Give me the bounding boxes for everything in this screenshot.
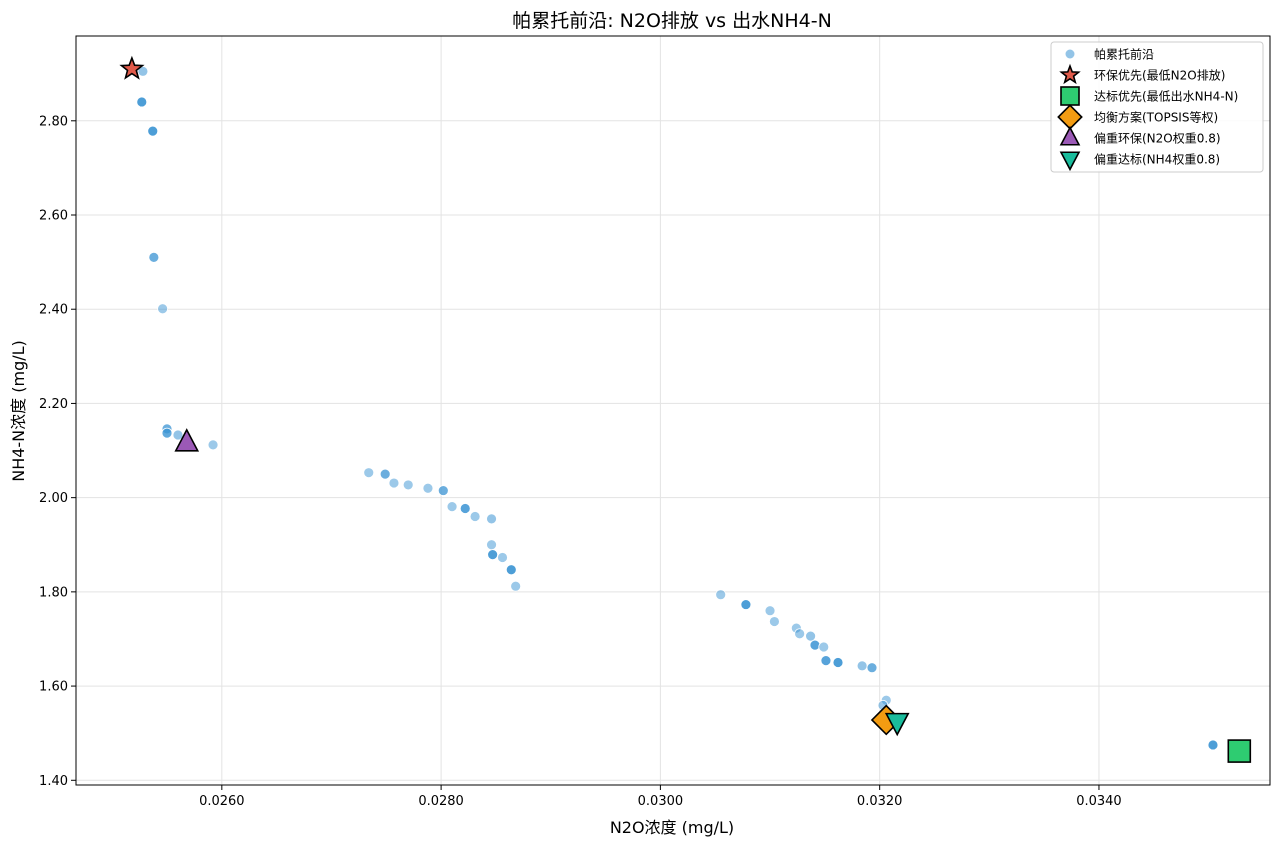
pareto-point — [794, 628, 806, 640]
pareto-point — [715, 589, 727, 601]
x-tick-label: 0.0280 — [418, 794, 464, 809]
pareto-point — [402, 479, 414, 491]
pareto-point — [137, 65, 149, 77]
pareto-point — [820, 655, 832, 667]
pareto-point — [1207, 739, 1219, 751]
pareto-point — [487, 549, 499, 561]
pareto-point — [136, 96, 148, 108]
legend-marker-star — [1059, 63, 1081, 85]
chart-title: 帕累托前沿: N2O排放 vs 出水NH4-N — [512, 10, 832, 32]
pareto-point — [379, 468, 391, 480]
special-markers — [119, 55, 1252, 763]
pareto-point — [147, 125, 159, 137]
legend-label: 帕累托前沿 — [1094, 47, 1154, 62]
pareto-point — [363, 467, 375, 479]
pareto-point — [809, 639, 821, 651]
y-tick-label: 1.80 — [39, 585, 68, 600]
x-tick-label: 0.0340 — [1076, 794, 1122, 809]
pareto-point — [388, 477, 400, 489]
pareto-point — [161, 427, 173, 439]
legend-marker-square — [1060, 86, 1080, 106]
legend-label: 偏重环保(N2O权重0.8) — [1094, 131, 1221, 146]
legend-label: 偏重达标(NH4权重0.8) — [1094, 152, 1220, 167]
y-tick-label: 2.80 — [39, 114, 68, 129]
pareto-point — [832, 657, 844, 668]
legend-label: 达标优先(最低出水NH4-N) — [1094, 90, 1238, 104]
pareto-point — [510, 580, 522, 592]
pareto-point — [740, 599, 752, 610]
marker-star — [119, 55, 145, 80]
y-tick-label: 2.40 — [39, 303, 68, 318]
pareto-point — [437, 485, 449, 496]
legend-dot — [1065, 49, 1075, 59]
pareto-point — [459, 503, 471, 514]
y-tick-label: 2.60 — [39, 209, 68, 224]
x-tick-label: 0.0320 — [857, 794, 903, 809]
pareto-point — [805, 630, 817, 642]
x-tick-label: 0.0300 — [638, 794, 684, 809]
plot-frame — [75, 35, 1271, 786]
marker-triangle-down — [884, 712, 910, 737]
y-axis-title: NH4-N浓度 (mg/L) — [9, 340, 28, 482]
pareto-point — [157, 303, 169, 315]
pareto-point — [505, 564, 517, 576]
pareto-point — [486, 513, 497, 525]
y-tick-label: 1.40 — [39, 774, 68, 789]
pareto-point — [818, 641, 830, 653]
x-axis-title: N2O浓度 (mg/L) — [610, 818, 734, 837]
marker-square — [1227, 739, 1252, 763]
y-tick-label: 2.20 — [39, 397, 68, 412]
pareto-point — [866, 662, 878, 674]
legend-label: 环保优先(最低N2O排放) — [1094, 68, 1225, 83]
pareto-point — [856, 660, 868, 672]
pareto-point — [769, 616, 780, 627]
pareto-point — [486, 539, 497, 551]
pareto-point — [469, 511, 481, 522]
axis-ticks: 0.0260 0.0280 0.0300 0.0320 0.0340 1.40 1.60 1.… — [39, 114, 1122, 809]
x-tick-label: 0.0260 — [199, 794, 245, 809]
pareto-point — [148, 252, 160, 263]
y-tick-label: 2.00 — [39, 491, 68, 506]
pareto-point — [446, 501, 458, 512]
legend-marker-triangle-down — [1059, 151, 1081, 172]
legend-box — [1050, 41, 1264, 173]
pareto-points — [136, 65, 1219, 751]
pareto-point — [172, 429, 184, 441]
marker-triangle-up — [174, 428, 200, 452]
legend-label: 均衡方案(TOPSIS等权) — [1094, 110, 1218, 125]
pareto-point — [422, 482, 434, 494]
pareto-point — [497, 552, 508, 563]
y-tick-label: 1.60 — [39, 680, 68, 695]
legend-marker-triangle-up — [1059, 125, 1081, 146]
pareto-point — [207, 439, 219, 451]
pareto-point — [764, 605, 776, 617]
